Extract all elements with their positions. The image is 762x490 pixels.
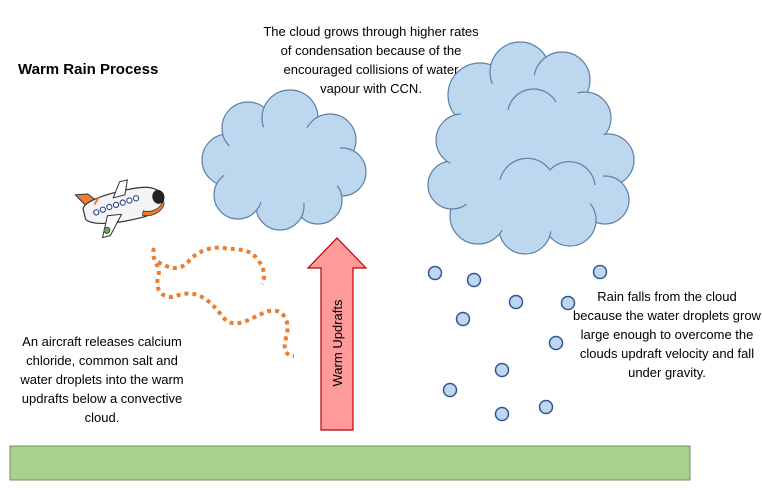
raindrop [538, 399, 554, 415]
small-cloud-core [222, 125, 346, 205]
raindrop [494, 406, 510, 422]
raindrop [466, 272, 482, 288]
raindrop [455, 311, 471, 327]
ground-strip [9, 445, 691, 481]
updraft-arrow: Warm Updrafts [306, 237, 368, 431]
raindrop [592, 264, 608, 280]
diagram-title: Warm Rain Process [18, 61, 159, 78]
aircraft-icon [74, 179, 165, 239]
raindrop [494, 362, 510, 378]
raindrop [427, 265, 443, 281]
cloud-growth-caption: The cloud grows through higher rates of … [263, 24, 479, 96]
large-cloud-core [450, 75, 606, 235]
raindrop [442, 382, 458, 398]
aircraft-release-caption: An aircraft releases calcium chloride, c… [20, 334, 184, 425]
raindrop [548, 335, 564, 351]
rainfall-caption: Rain falls from the cloud because the wa… [573, 289, 761, 380]
raindrop [560, 295, 576, 311]
raindrop [508, 294, 524, 310]
raindrops [427, 264, 608, 422]
large-cloud-details [499, 88, 596, 186]
updraft-arrow-label: Warm Updrafts [330, 299, 345, 386]
seeding-spray [151, 245, 295, 358]
